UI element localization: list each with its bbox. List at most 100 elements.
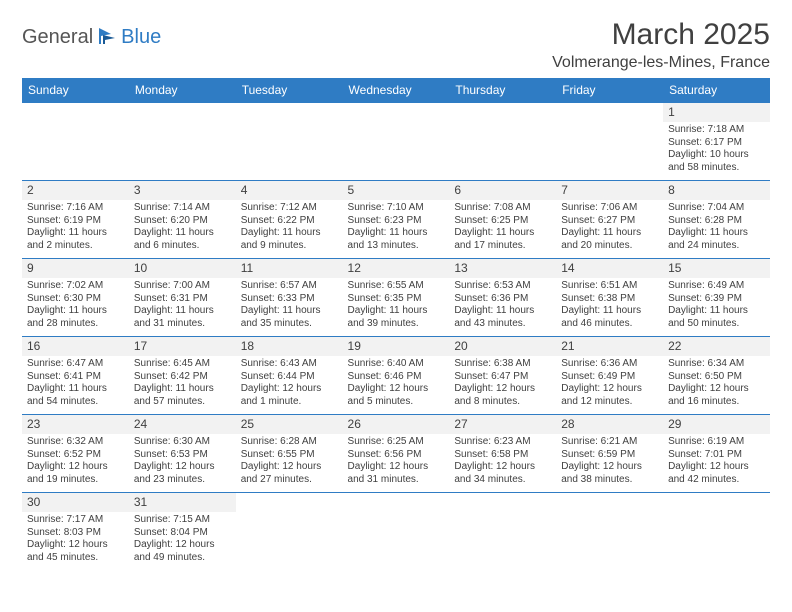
day-number: 7 xyxy=(561,183,658,197)
calendar-empty xyxy=(556,493,663,571)
day-details: Sunrise: 6:32 AMSunset: 6:52 PMDaylight:… xyxy=(27,436,124,486)
day-number-row: 19 xyxy=(343,337,450,356)
calendar-empty xyxy=(236,103,343,181)
day-number: 30 xyxy=(27,495,124,509)
day-number: 20 xyxy=(454,339,551,353)
calendar-week: 16Sunrise: 6:47 AMSunset: 6:41 PMDayligh… xyxy=(22,337,770,415)
weekday-header: Tuesday xyxy=(236,78,343,103)
day-number: 10 xyxy=(134,261,231,275)
day-details: Sunrise: 6:51 AMSunset: 6:38 PMDaylight:… xyxy=(561,280,658,330)
day-number: 27 xyxy=(454,417,551,431)
calendar-day: 6Sunrise: 7:08 AMSunset: 6:25 PMDaylight… xyxy=(449,181,556,259)
day-details: Sunrise: 6:45 AMSunset: 6:42 PMDaylight:… xyxy=(134,358,231,408)
day-number-row: 13 xyxy=(449,259,556,278)
day-number-row: 4 xyxy=(236,181,343,200)
calendar-day: 13 Sunrise: 6:53 AMSunset: 6:36 PMDayligh… xyxy=(449,259,556,337)
day-details: Sunrise: 7:10 AMSunset: 6:23 PMDaylight:… xyxy=(348,202,445,252)
day-number: 25 xyxy=(241,417,338,431)
day-number-row: 2 xyxy=(22,181,129,200)
calendar-day: 25 Sunrise: 6:28 AMSunset: 6:55 PMDayligh… xyxy=(236,415,343,493)
day-number: 17 xyxy=(134,339,231,353)
calendar-day: 2 Sunrise: 7:16 AMSunset: 6:19 PMDaylight… xyxy=(22,181,129,259)
calendar-empty xyxy=(343,493,450,571)
day-number: 12 xyxy=(348,261,445,275)
day-number: 18 xyxy=(241,339,338,353)
day-number-row: 31 xyxy=(129,493,236,512)
day-number: 4 xyxy=(241,183,338,197)
day-number-row: 7 xyxy=(556,181,663,200)
calendar-day: 20Sunrise: 6:38 AMSunset: 6:47 PMDayligh… xyxy=(449,337,556,415)
day-number-row: 3 xyxy=(129,181,236,200)
day-details: Sunrise: 6:25 AMSunset: 6:56 PMDaylight:… xyxy=(348,436,445,486)
day-details: Sunrise: 7:14 AMSunset: 6:20 PMDaylight:… xyxy=(134,202,231,252)
day-details: Sunrise: 7:04 AMSunset: 6:28 PMDaylight:… xyxy=(668,202,765,252)
calendar-day: 7Sunrise: 7:06 AMSunset: 6:27 PMDaylight… xyxy=(556,181,663,259)
day-number: 2 xyxy=(27,183,124,197)
day-number: 21 xyxy=(561,339,658,353)
day-details: Sunrise: 6:36 AMSunset: 6:49 PMDaylight:… xyxy=(561,358,658,408)
day-number-row: 1 xyxy=(663,103,770,122)
day-details: Sunrise: 7:15 AMSunset: 8:04 PMDaylight:… xyxy=(134,514,231,564)
calendar-day: 22Sunrise: 6:34 AMSunset: 6:50 PMDayligh… xyxy=(663,337,770,415)
day-number-row: 18 xyxy=(236,337,343,356)
calendar-empty xyxy=(449,493,556,571)
day-number-row: 5 xyxy=(343,181,450,200)
day-number: 15 xyxy=(668,261,765,275)
day-number-row: 26 xyxy=(343,415,450,434)
day-number: 1 xyxy=(668,105,765,119)
calendar-empty xyxy=(663,493,770,571)
day-details: Sunrise: 7:12 AMSunset: 6:22 PMDaylight:… xyxy=(241,202,338,252)
calendar-week: 9Sunrise: 7:02 AMSunset: 6:30 PMDaylight… xyxy=(22,259,770,337)
day-details: Sunrise: 6:57 AMSunset: 6:33 PMDaylight:… xyxy=(241,280,338,330)
day-number-row: 10 xyxy=(129,259,236,278)
day-number-row: 28 xyxy=(556,415,663,434)
day-details: Sunrise: 6:21 AMSunset: 6:59 PMDaylight:… xyxy=(561,436,658,486)
day-details: Sunrise: 6:43 AMSunset: 6:44 PMDaylight:… xyxy=(241,358,338,408)
day-number-row: 11 xyxy=(236,259,343,278)
calendar-day: 19 Sunrise: 6:40 AMSunset: 6:46 PMDayligh… xyxy=(343,337,450,415)
day-number-row: 29 xyxy=(663,415,770,434)
calendar-day: 29Sunrise: 6:19 AMSunset: 7:01 PMDayligh… xyxy=(663,415,770,493)
calendar-day: 31 Sunrise: 7:15 AMSunset: 8:04 PMDayligh… xyxy=(129,493,236,571)
day-number: 29 xyxy=(668,417,765,431)
day-number: 19 xyxy=(348,339,445,353)
day-number: 14 xyxy=(561,261,658,275)
weekday-header: Sunday xyxy=(22,78,129,103)
day-number-row: 6 xyxy=(449,181,556,200)
weekday-header: Wednesday xyxy=(343,78,450,103)
calendar-day: 5 Sunrise: 7:10 AMSunset: 6:23 PMDaylight… xyxy=(343,181,450,259)
calendar-week: 23 Sunrise: 6:32 AMSunset: 6:52 PMDayligh… xyxy=(22,415,770,493)
weekday-header: Thursday xyxy=(449,78,556,103)
day-number-row: 22 xyxy=(663,337,770,356)
day-number-row: 23 xyxy=(22,415,129,434)
day-number-row: 12 xyxy=(343,259,450,278)
day-details: Sunrise: 7:16 AMSunset: 6:19 PMDaylight:… xyxy=(27,202,124,252)
calendar-day: 30Sunrise: 7:17 AMSunset: 8:03 PMDayligh… xyxy=(22,493,129,571)
calendar-day: 27Sunrise: 6:23 AMSunset: 6:58 PMDayligh… xyxy=(449,415,556,493)
calendar-week: 30Sunrise: 7:17 AMSunset: 8:03 PMDayligh… xyxy=(22,493,770,571)
day-details: Sunrise: 6:40 AMSunset: 6:46 PMDaylight:… xyxy=(348,358,445,408)
day-number-row: 8 xyxy=(663,181,770,200)
day-details: Sunrise: 6:28 AMSunset: 6:55 PMDaylight:… xyxy=(241,436,338,486)
day-number-row: 14 xyxy=(556,259,663,278)
day-number: 13 xyxy=(454,261,551,275)
calendar-day: 14 Sunrise: 6:51 AMSunset: 6:38 PMDayligh… xyxy=(556,259,663,337)
weekday-header: Friday xyxy=(556,78,663,103)
calendar-day: 1Sunrise: 7:18 AMSunset: 6:17 PMDaylight… xyxy=(663,103,770,181)
calendar-table: SundayMondayTuesdayWednesdayThursdayFrid… xyxy=(22,78,770,571)
day-number: 24 xyxy=(134,417,231,431)
day-number: 6 xyxy=(454,183,551,197)
day-number-row: 30 xyxy=(22,493,129,512)
day-number-row: 27 xyxy=(449,415,556,434)
day-number: 16 xyxy=(27,339,124,353)
calendar-day: 4 Sunrise: 7:12 AMSunset: 6:22 PMDaylight… xyxy=(236,181,343,259)
calendar-week: 1Sunrise: 7:18 AMSunset: 6:17 PMDaylight… xyxy=(22,103,770,181)
calendar-day: 15Sunrise: 6:49 AMSunset: 6:39 PMDayligh… xyxy=(663,259,770,337)
calendar-day: 3 Sunrise: 7:14 AMSunset: 6:20 PMDaylight… xyxy=(129,181,236,259)
calendar-day: 16Sunrise: 6:47 AMSunset: 6:41 PMDayligh… xyxy=(22,337,129,415)
day-number-row: 25 xyxy=(236,415,343,434)
calendar-day: 21 Sunrise: 6:36 AMSunset: 6:49 PMDayligh… xyxy=(556,337,663,415)
calendar-empty xyxy=(556,103,663,181)
weekday-header: Monday xyxy=(129,78,236,103)
day-details: Sunrise: 6:53 AMSunset: 6:36 PMDaylight:… xyxy=(454,280,551,330)
